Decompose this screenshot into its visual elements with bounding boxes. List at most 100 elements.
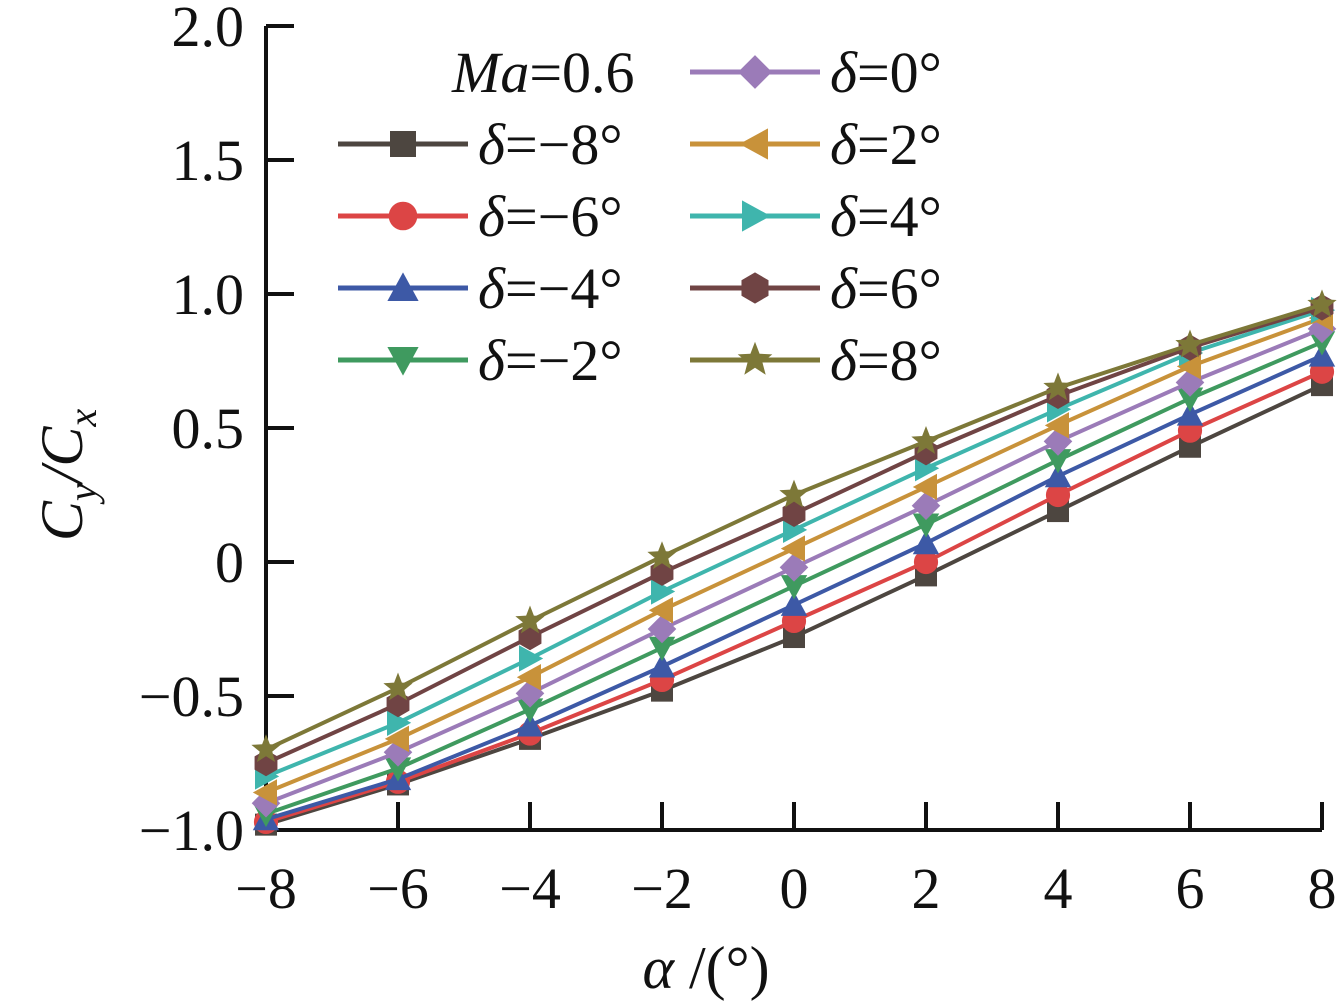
legend-item: δ=−4°	[338, 256, 623, 321]
legend-title-value: =0.6	[529, 40, 634, 105]
data-point	[251, 734, 281, 763]
legend-label-value: =−6°	[505, 184, 623, 249]
x-tick-label: 8	[1308, 856, 1337, 921]
legend-label-delta: δ	[830, 112, 858, 177]
data-point	[516, 698, 544, 723]
legend-label: δ=−2°	[478, 328, 623, 393]
data-point	[384, 757, 412, 782]
y-tick-label: 1.0	[172, 262, 245, 327]
legend-label: δ=2°	[830, 112, 942, 177]
y-axis-c: C	[29, 500, 95, 541]
data-point	[648, 597, 673, 624]
legend-label-value: =−8°	[505, 112, 623, 177]
legend-item: δ=6°	[690, 256, 942, 321]
legend-item: δ=−8°	[338, 112, 623, 177]
legend: Ma=0.6δ=−8°δ=−6°δ=−4°δ=−2°δ=0°δ=2°δ=4°δ=…	[338, 40, 942, 393]
x-tick-label: 6	[1176, 856, 1205, 921]
legend-marker	[742, 200, 771, 232]
legend-label: δ=−8°	[478, 112, 623, 177]
legend-title-ma: Ma	[451, 40, 529, 105]
legend-marker	[387, 347, 419, 376]
legend-label-value: =8°	[857, 328, 942, 393]
data-point	[648, 636, 676, 661]
legend-item: δ=2°	[690, 112, 942, 177]
legend-label-delta: δ	[830, 328, 858, 393]
data-point	[1176, 387, 1204, 412]
data-point	[1176, 353, 1201, 380]
legend-label: δ=6°	[830, 256, 942, 321]
data-point	[383, 672, 413, 701]
series-layer	[251, 289, 1337, 836]
x-tick-label: −2	[631, 856, 693, 921]
legend-item: δ=−2°	[338, 328, 623, 393]
y-tick-label: 0.5	[172, 396, 245, 461]
y-tick-label: −1.0	[139, 798, 244, 863]
data-point	[913, 549, 939, 575]
data-point	[1044, 412, 1069, 439]
y-tick-label: 1.5	[172, 128, 245, 193]
legend-label-value: =4°	[857, 184, 942, 249]
legend-marker	[738, 55, 772, 89]
data-point	[1045, 482, 1071, 508]
series-4	[251, 314, 1337, 818]
data-point	[780, 535, 805, 562]
legend-marker	[387, 272, 419, 301]
data-point	[519, 645, 544, 672]
data-point	[647, 614, 677, 644]
y-tick-label: 0	[215, 530, 244, 595]
data-point	[1308, 331, 1336, 356]
axes: −1.0 −0.5 0 0.5 1.0 1.5 2.0 −8 −6 −4 −2 0 2 4 6 8	[139, 0, 1337, 921]
y-axis-slash-c: /C	[29, 426, 95, 487]
data-point	[387, 709, 412, 736]
data-point	[912, 473, 937, 501]
legend-marker	[739, 128, 768, 160]
legend-label: δ=0°	[830, 40, 942, 105]
data-point	[647, 541, 677, 570]
x-axis-title: α /(°)	[642, 935, 769, 1001]
data-point	[912, 530, 940, 555]
data-point	[912, 513, 940, 538]
data-point	[780, 575, 808, 600]
legend-label-value: =2°	[857, 112, 942, 177]
data-point	[384, 725, 409, 753]
legend-label-delta: δ	[478, 328, 506, 393]
data-point	[1175, 329, 1205, 358]
legend-label-value: =−4°	[505, 256, 623, 321]
legend-item: δ=4°	[690, 184, 942, 249]
data-point	[1307, 289, 1337, 318]
data-point	[1044, 449, 1072, 474]
data-point	[651, 578, 676, 605]
legend-label-delta: δ	[830, 40, 858, 105]
x-axis-symbol: α	[642, 935, 675, 1001]
legend-label: δ=−4°	[478, 256, 623, 321]
y-tick-label: −0.5	[139, 664, 244, 729]
x-tick-label: −8	[235, 856, 297, 921]
legend-label: δ=−6°	[478, 184, 623, 249]
data-point	[648, 653, 676, 678]
legend-title: Ma=0.6	[451, 40, 635, 105]
legend-label-value: =−2°	[505, 328, 623, 393]
data-point	[779, 479, 809, 508]
legend-marker	[390, 131, 416, 157]
legend-label-value: =0°	[857, 40, 942, 105]
x-tick-label: 0	[780, 856, 809, 921]
data-point	[518, 623, 542, 651]
legend-marker	[388, 201, 418, 231]
legend-label-delta: δ	[830, 184, 858, 249]
legend-label: δ=8°	[830, 328, 942, 393]
data-point	[911, 491, 941, 521]
data-point	[515, 605, 545, 634]
legend-label: δ=4°	[830, 184, 942, 249]
data-point	[516, 664, 541, 691]
legend-label-delta: δ	[830, 256, 858, 321]
y-tick-label: 2.0	[172, 0, 245, 59]
legend-label-delta: δ	[478, 184, 506, 249]
x-tick-label: −4	[499, 856, 561, 921]
x-axis-unit: /(°)	[674, 935, 770, 1001]
data-point	[516, 712, 544, 737]
data-point	[780, 591, 808, 616]
legend-item: δ=0°	[690, 40, 942, 105]
legend-marker	[737, 341, 773, 375]
legend-item: δ=8°	[690, 328, 942, 393]
